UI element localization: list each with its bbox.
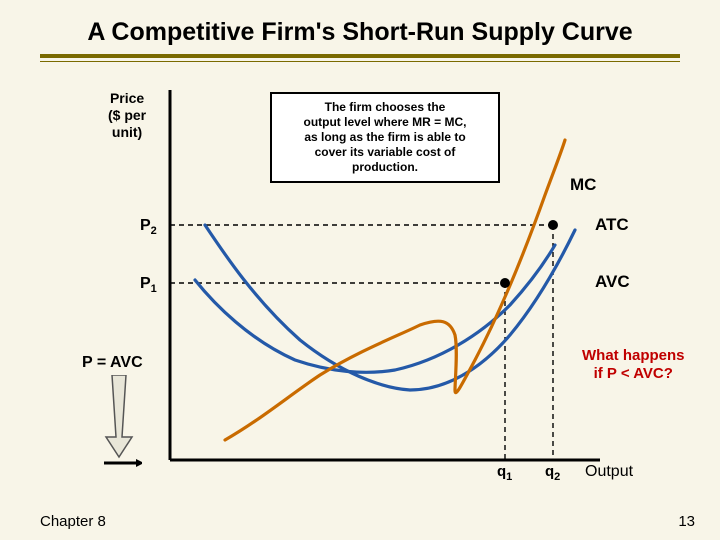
mc-label: MC (570, 175, 596, 195)
slide-root: A Competitive Firm's Short-Run Supply Cu… (0, 0, 720, 540)
quantity-label-q1: q1 (497, 463, 512, 483)
question-text: What happensif P < AVC? (582, 347, 685, 383)
quantity-label-q2: q2 (545, 463, 560, 483)
price-label-p1: P1 (140, 275, 157, 295)
chapter-label: Chapter 8 (40, 513, 106, 530)
x-axis-label: Output (585, 463, 633, 481)
price-label-p-equals-avc: P = AVC (82, 354, 143, 372)
avc-label: AVC (595, 272, 630, 292)
atc-label: ATC (595, 215, 629, 235)
down-arrow-icon (102, 375, 142, 480)
slide-number: 13 (678, 513, 695, 530)
price-label-p2: P2 (140, 217, 157, 237)
